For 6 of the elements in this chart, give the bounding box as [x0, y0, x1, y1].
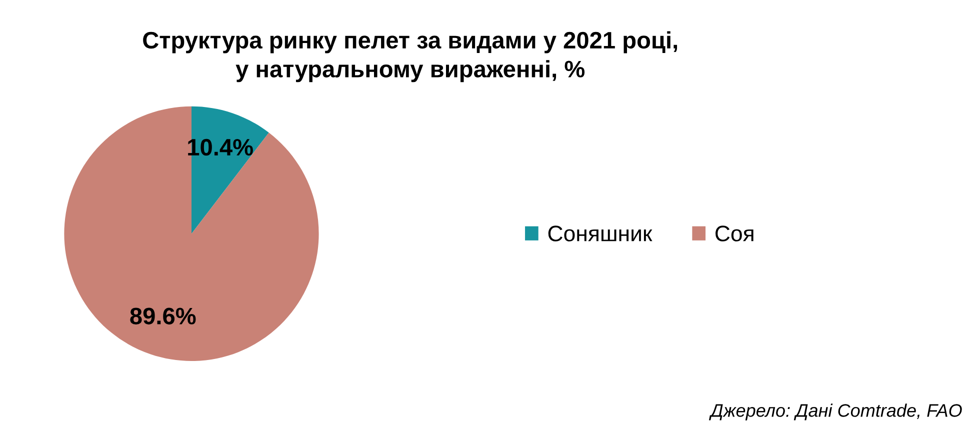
legend-label: Соняшник	[548, 226, 652, 242]
chart-title: Структура ринку пелет за видами у 2021 році, у натуральному вираженні, %	[143, 31, 678, 82]
data-label: 89.6%	[130, 308, 196, 324]
pie-slice	[64, 106, 319, 362]
legend-label: Соя	[716, 226, 754, 242]
text: Джерело: Дані Comtrade, FAO	[708, 404, 962, 420]
